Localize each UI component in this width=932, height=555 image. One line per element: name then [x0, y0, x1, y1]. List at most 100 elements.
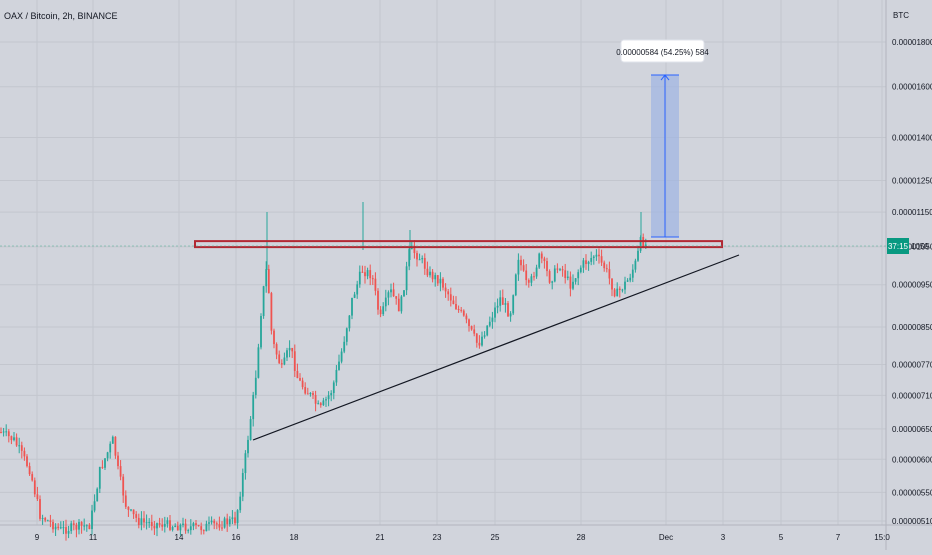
candle-body — [429, 271, 431, 276]
candle-body — [179, 524, 182, 531]
candle-body — [150, 522, 153, 527]
candle-body — [117, 455, 119, 467]
candle-body — [434, 275, 437, 280]
candle-body — [80, 521, 83, 526]
candle-body — [626, 280, 629, 282]
x-tick-label: 18 — [290, 533, 299, 542]
candle-body — [361, 271, 364, 273]
candle-body — [247, 439, 249, 454]
candle-body — [137, 517, 140, 525]
candle-body — [574, 278, 577, 282]
candle-body — [288, 347, 291, 351]
candle-body — [631, 269, 634, 278]
candle-body — [397, 298, 400, 312]
candle-body — [637, 250, 639, 261]
candle-body — [530, 276, 533, 283]
y-tick-label: 0.00001400 — [892, 133, 932, 142]
candle-body — [304, 387, 307, 394]
candle-body — [462, 310, 465, 316]
y-tick-label: 0.00001150 — [892, 208, 932, 217]
candle-body — [210, 520, 213, 523]
candle-body — [130, 509, 132, 511]
candle-body — [371, 278, 374, 280]
candle-body — [314, 395, 317, 404]
candle-body — [496, 305, 499, 308]
candle-body — [551, 281, 554, 283]
candle-body — [527, 280, 530, 283]
candle-body — [299, 378, 301, 381]
candle-body — [384, 297, 387, 307]
candle-body — [171, 527, 174, 530]
price-tag-suffix: 1050 — [911, 242, 929, 251]
candle-body — [561, 269, 564, 271]
y-tick-label: 0.00000850 — [892, 323, 932, 332]
candle-body — [475, 333, 478, 343]
candle-body — [400, 296, 403, 312]
candle-body — [592, 256, 595, 258]
candle-body — [332, 382, 335, 394]
candle-body — [213, 520, 216, 524]
ascending-trendline — [252, 254, 740, 441]
candle-body — [468, 319, 470, 327]
candle-body — [161, 524, 164, 527]
candle-body — [65, 527, 67, 534]
candle-body — [93, 501, 96, 511]
candle-body — [566, 276, 569, 279]
candle-body — [559, 269, 561, 271]
y-tick-label: 0.00000770 — [892, 361, 932, 370]
candle-body — [395, 296, 398, 299]
candle-body — [387, 292, 390, 298]
x-tick-label: 15:0 — [874, 533, 890, 542]
candle-body — [582, 260, 585, 268]
candle-body — [166, 520, 169, 524]
candle-body — [85, 525, 88, 527]
symbol-title[interactable]: OAX / Bitcoin, 2h, BINANCE — [4, 11, 118, 21]
candle-body — [221, 527, 223, 529]
candle-body — [600, 256, 603, 263]
candle-body — [447, 291, 450, 295]
candle-body — [470, 326, 473, 330]
candle-body — [153, 526, 156, 529]
y-tick-label: 0.00000600 — [892, 455, 932, 464]
candle-body — [473, 329, 476, 334]
candle-body — [317, 403, 320, 405]
candle-body — [249, 419, 252, 440]
candle-body — [75, 524, 78, 530]
candle-body — [46, 520, 49, 522]
candle-body — [104, 458, 106, 468]
candle-body — [280, 363, 283, 365]
candle-body — [356, 284, 359, 295]
y-tick-label: 0.00001800 — [892, 38, 932, 47]
candle-body — [182, 523, 184, 525]
candle-body — [382, 306, 385, 315]
candle-body — [70, 523, 73, 532]
candle-body — [603, 262, 606, 269]
candle-body — [634, 260, 637, 270]
x-tick-label: Dec — [659, 533, 673, 542]
candle-body — [301, 380, 304, 388]
candle-body — [192, 523, 195, 527]
candle-body — [590, 257, 593, 262]
resistance-zone — [194, 240, 723, 249]
candle-body — [507, 303, 509, 317]
x-tick-label: 21 — [376, 533, 385, 542]
candle-body — [156, 523, 158, 529]
candle-body — [564, 270, 567, 279]
candle-body — [124, 495, 127, 507]
candle-body — [122, 476, 125, 496]
candle-body — [54, 526, 57, 530]
x-tick-label: 14 — [175, 533, 184, 542]
candle-body — [353, 294, 356, 298]
candle-body — [106, 452, 109, 459]
price-countdown-tag — [887, 238, 909, 254]
candle-body — [236, 510, 239, 524]
candle-body — [226, 518, 229, 525]
candle-body — [624, 281, 626, 290]
candle-body — [512, 295, 515, 314]
candle-body — [202, 530, 205, 532]
candle-body — [348, 315, 351, 329]
candle-body — [538, 253, 541, 268]
candle-body — [520, 259, 522, 266]
